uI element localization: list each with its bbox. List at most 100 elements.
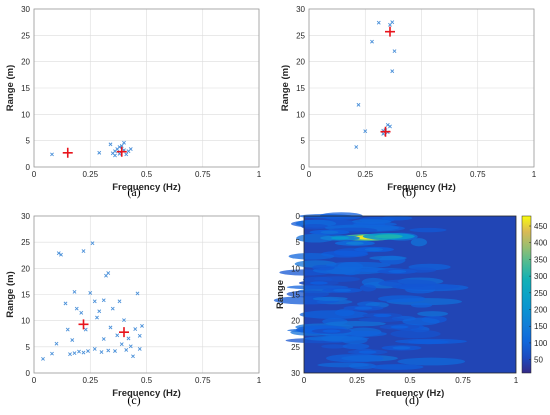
- plot-frame: [33, 8, 260, 168]
- data-point: [356, 102, 361, 107]
- data-point: [122, 140, 126, 145]
- heatmap-cell: [390, 329, 441, 339]
- data-point: [140, 323, 144, 328]
- data-point: [101, 337, 106, 341]
- y-tick-label: 10: [296, 110, 305, 119]
- colorbar-tick-label: 450: [534, 222, 548, 231]
- data-point: [99, 350, 104, 354]
- series-detections: [50, 140, 133, 158]
- x-axis-label: Frequency (Hz): [112, 182, 181, 193]
- data-point: [88, 291, 93, 295]
- data-point: [137, 333, 142, 338]
- y-tick-label: 25: [21, 238, 30, 247]
- data-point: [97, 150, 102, 155]
- panel-caption: (d): [405, 393, 419, 407]
- data-point: [83, 327, 88, 332]
- data-point: [72, 351, 77, 356]
- x-axis-label: Frequency (Hz): [387, 182, 456, 193]
- x-tick-label: 0.25: [357, 170, 373, 179]
- heatmap-cell: [410, 238, 428, 247]
- heatmap-cell: [326, 354, 384, 363]
- heatmap-cell: [312, 296, 348, 301]
- data-point: [101, 298, 106, 303]
- heatmap-hotspot-core: [354, 306, 373, 310]
- heatmap-cell: [286, 290, 330, 298]
- x-tick-label: 0: [302, 376, 307, 385]
- data-point: [65, 327, 70, 332]
- x-tick-label: 0.25: [82, 376, 98, 385]
- colorbar-tick-label: 200: [534, 306, 548, 315]
- plot-frame: [303, 215, 517, 374]
- data-point: [363, 129, 368, 134]
- heatmap-cell: [353, 221, 397, 227]
- x-tick-label: 0: [32, 376, 37, 385]
- colorbar-tick-label: 100: [534, 339, 548, 348]
- y-tick-label: 10: [291, 264, 300, 273]
- colorbar-tick-label: 350: [534, 255, 548, 264]
- y-tick-label: 25: [291, 343, 300, 352]
- panel-caption: (b): [402, 185, 416, 199]
- x-tick-label: 1: [257, 170, 262, 179]
- colorbar-tick-label: 400: [534, 239, 548, 248]
- heatmap-hotspot-core: [358, 350, 377, 354]
- x-tick-label: 0.25: [82, 170, 98, 179]
- y-tick-label: 0: [26, 369, 31, 378]
- data-point: [135, 291, 140, 296]
- y-tick-label: 20: [21, 58, 30, 67]
- heatmap-cell: [321, 344, 348, 349]
- data-point: [86, 349, 90, 353]
- heatmap-cell: [369, 255, 407, 261]
- peak-marker: [380, 126, 391, 137]
- y-tick-label: 5: [301, 137, 306, 146]
- x-tick-label: 0.75: [455, 376, 471, 385]
- y-axis-label: Range (m): [280, 65, 291, 111]
- series-peak-markers: [62, 146, 127, 158]
- heatmap-hotspot-core: [392, 346, 411, 350]
- y-axis-label: Range (m): [5, 271, 16, 317]
- data-point: [50, 152, 54, 157]
- data-point: [122, 318, 126, 323]
- data-point: [106, 348, 111, 353]
- heatmap-cell: [397, 357, 466, 366]
- heatmap-hotspot-core: [345, 241, 364, 245]
- colorbar: [521, 215, 532, 374]
- data-point: [77, 349, 81, 354]
- y-axis-label: Range: [275, 280, 286, 309]
- x-tick-label: 0.75: [470, 170, 486, 179]
- heatmap-hotspot-core: [373, 313, 392, 318]
- data-point: [41, 356, 45, 361]
- y-tick-label: 20: [21, 264, 30, 273]
- data-point: [68, 352, 72, 357]
- peak-marker: [62, 147, 73, 158]
- x-tick-label: 0: [307, 170, 312, 179]
- data-point: [92, 347, 97, 351]
- y-tick-label: 20: [296, 58, 305, 67]
- data-point: [124, 348, 129, 352]
- data-point: [354, 145, 359, 149]
- data-point: [50, 351, 54, 356]
- peak-marker: [78, 319, 89, 330]
- y-tick-label: 30: [296, 5, 305, 14]
- y-tick-label: 15: [296, 84, 305, 93]
- y-tick-label: 30: [291, 369, 300, 378]
- data-point: [119, 144, 124, 148]
- x-axis-label: Frequency (Hz): [112, 388, 181, 399]
- y-tick-label: 5: [26, 137, 31, 146]
- y-tick-label: 5: [296, 238, 301, 247]
- heatmap-hotspot-core: [320, 230, 339, 234]
- heatmap-cell: [359, 284, 377, 292]
- x-tick-label: 0.5: [416, 170, 428, 179]
- heatmap-cell: [377, 295, 426, 303]
- heatmap-cell: [370, 364, 424, 370]
- y-tick-label: 0: [301, 163, 306, 172]
- heatmap-cell: [341, 336, 368, 345]
- data-point: [124, 152, 129, 157]
- data-point: [131, 354, 135, 359]
- colorbar-tick-label: 150: [534, 322, 548, 331]
- x-tick-label: 1: [532, 170, 537, 179]
- panel-caption: (a): [127, 185, 140, 199]
- data-point: [63, 301, 68, 306]
- data-point: [137, 347, 142, 351]
- data-point: [388, 124, 392, 129]
